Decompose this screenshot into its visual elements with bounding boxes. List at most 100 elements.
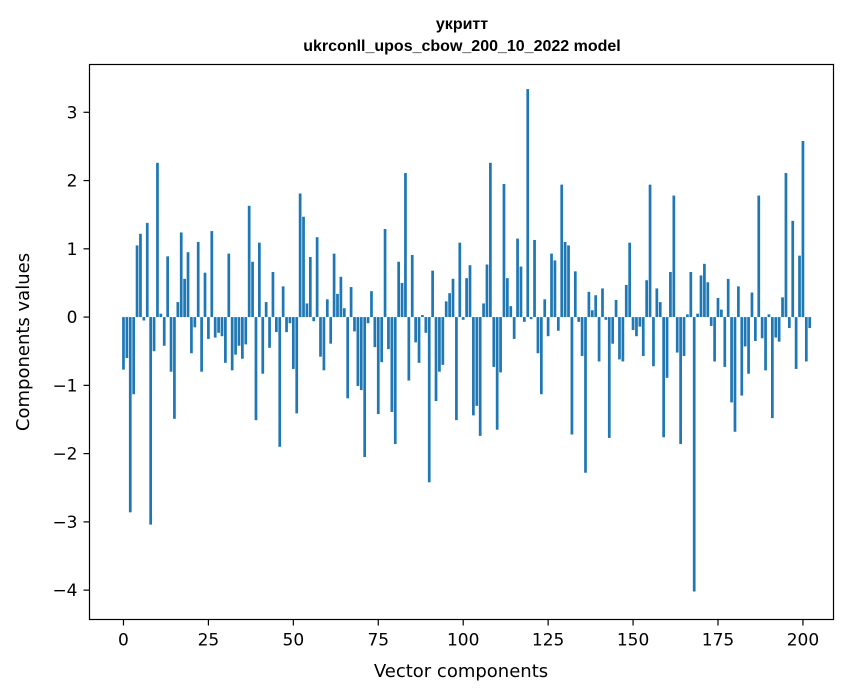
bar [458,242,462,318]
bar [421,315,424,318]
bar [264,302,268,318]
x-tick-label: 25 [198,631,220,651]
bar [754,317,757,341]
bar [176,302,180,318]
bar [482,303,485,318]
bar [414,317,417,343]
bar [288,317,292,324]
bar [682,317,686,356]
bar [611,317,615,344]
bar [308,257,312,318]
bar [417,317,421,363]
bar [203,272,207,318]
bar [441,317,445,365]
bar [652,317,655,367]
bar [159,313,163,318]
bar [614,300,618,318]
bar [397,261,401,318]
bar [122,317,125,370]
bar [499,317,502,373]
bar [220,317,224,337]
bar [618,317,621,360]
bar [737,286,740,318]
bar [213,317,217,338]
bar [244,317,248,345]
bar [760,317,764,339]
bar [621,317,625,362]
bar [149,317,153,525]
bar [370,291,373,318]
bar [723,317,727,367]
bar [339,276,343,318]
bar [536,317,540,354]
bar [156,162,159,318]
y-tick-label: −1 [52,376,77,396]
bar [404,173,407,318]
bar [353,317,356,332]
y-axis-label: Components values [13,253,34,431]
bar [475,317,479,406]
bar [380,317,384,363]
x-tick-label: 100 [447,631,479,651]
bar [716,297,720,318]
bar [641,317,645,356]
bar [393,317,397,445]
y-tick-label: 0 [67,308,78,328]
bar [495,317,499,430]
bar [594,295,598,318]
bar [179,232,183,318]
bar [451,278,455,318]
bar [787,317,791,328]
x-tick-label: 200 [787,631,819,651]
bar [750,292,754,318]
bar [142,317,146,321]
bar [387,317,390,350]
bar [247,205,251,318]
bar [349,287,353,318]
x-tick-label: 125 [532,631,564,651]
bar [274,317,278,333]
bar [730,317,733,403]
bar [431,270,434,318]
bar [764,317,767,371]
bar [516,238,519,318]
bar [173,317,176,419]
bar [669,272,672,318]
bar [699,275,703,318]
bar [346,317,350,399]
bar [291,317,295,369]
bar [183,278,186,318]
bar [325,299,329,318]
bar [665,317,669,378]
x-tick-label: 150 [617,631,649,651]
chart-subtitle: ukrconll_upos_cbow_200_10_2022 model [303,38,620,55]
bar [658,302,662,318]
bar [597,317,601,362]
y-tick-label: 1 [67,240,78,260]
bar [726,278,730,318]
bar [390,317,394,412]
x-tick-label: 50 [283,631,305,651]
bar [336,293,339,318]
bar [315,237,319,318]
bar [455,317,458,421]
bar [444,301,448,318]
x-tick-label: 175 [702,631,734,651]
bar [648,184,652,318]
bar [319,317,322,357]
x-tick-label: 0 [118,631,129,651]
bar [506,278,509,318]
bar [132,317,136,395]
bar [169,317,173,372]
bar [186,252,190,318]
y-tick-label: 3 [67,103,78,123]
y-tick-label: −2 [52,445,77,465]
bar [709,317,713,326]
bar [645,280,649,318]
y-tick-label: 2 [67,172,78,192]
bar [407,317,411,381]
bar [607,317,611,438]
plot-frame [88,63,835,621]
bar [689,272,693,318]
